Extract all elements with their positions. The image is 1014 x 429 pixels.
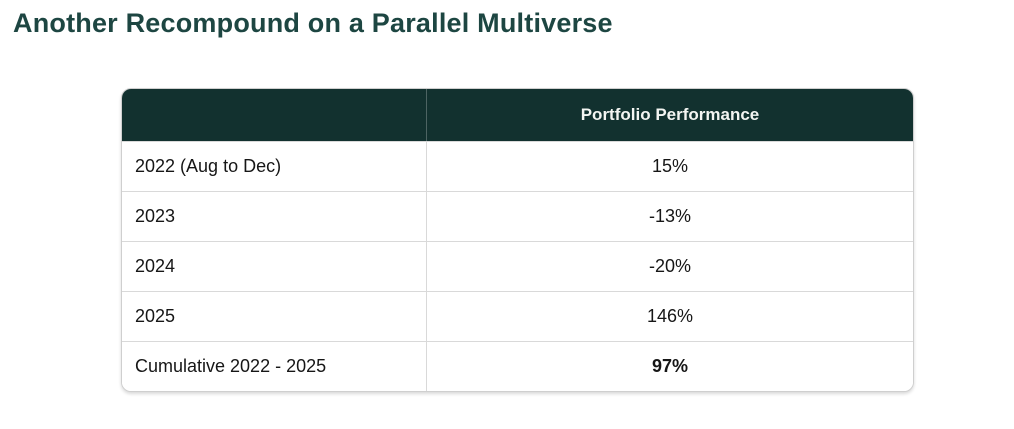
- table-header-row: Portfolio Performance: [122, 89, 913, 141]
- row-label: 2023: [122, 191, 426, 241]
- row-label: 2024: [122, 241, 426, 291]
- table-row-cumulative: Cumulative 2022 - 2025 97%: [122, 341, 913, 391]
- performance-table: Portfolio Performance 2022 (Aug to Dec) …: [122, 89, 913, 391]
- row-label: 2025: [122, 291, 426, 341]
- table-row: 2022 (Aug to Dec) 15%: [122, 141, 913, 191]
- portfolio-performance-table: Portfolio Performance 2022 (Aug to Dec) …: [121, 88, 914, 392]
- row-value: -20%: [426, 241, 913, 291]
- row-value: 15%: [426, 141, 913, 191]
- row-label: Cumulative 2022 - 2025: [122, 341, 426, 391]
- page-title: Another Recompound on a Parallel Multive…: [13, 8, 613, 38]
- table-row: 2023 -13%: [122, 191, 913, 241]
- header-cell-empty: [122, 89, 426, 141]
- header-cell-portfolio-performance: Portfolio Performance: [426, 89, 913, 141]
- table-row: 2025 146%: [122, 291, 913, 341]
- row-value-cumulative: 97%: [426, 341, 913, 391]
- row-label: 2022 (Aug to Dec): [122, 141, 426, 191]
- row-value: 146%: [426, 291, 913, 341]
- row-value: -13%: [426, 191, 913, 241]
- table-row: 2024 -20%: [122, 241, 913, 291]
